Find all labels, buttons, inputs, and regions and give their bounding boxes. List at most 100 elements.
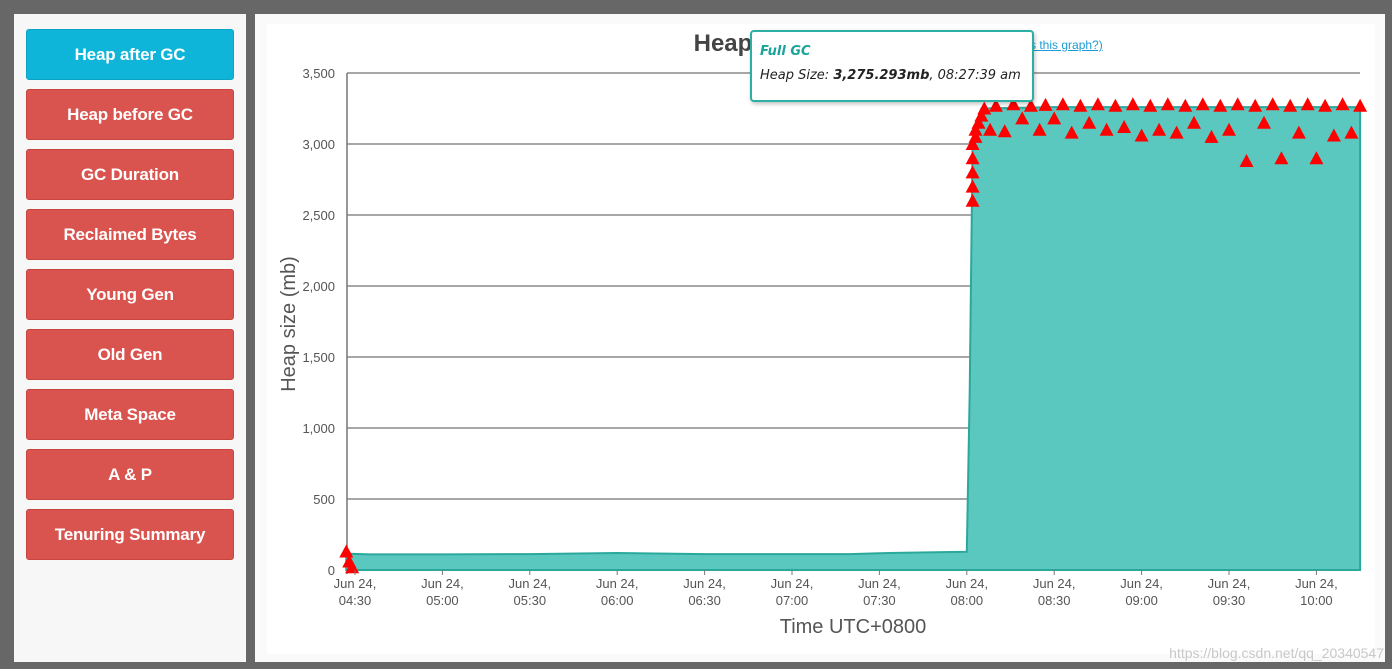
full-gc-marker[interactable] bbox=[1169, 125, 1184, 139]
sidebar-button-reclaimed-bytes[interactable]: Reclaimed Bytes bbox=[26, 209, 234, 260]
full-gc-marker[interactable] bbox=[1178, 98, 1193, 112]
full-gc-marker[interactable] bbox=[1274, 151, 1289, 165]
sidebar-button-tenuring-summary[interactable]: Tenuring Summary bbox=[26, 509, 234, 560]
x-tick-label: Jun 24, bbox=[1120, 576, 1163, 591]
full-gc-marker[interactable] bbox=[977, 101, 992, 115]
full-gc-marker[interactable] bbox=[1125, 97, 1140, 111]
full-gc-marker[interactable] bbox=[1335, 97, 1350, 111]
x-tick-label: Jun 24, bbox=[1295, 576, 1338, 591]
full-gc-marker[interactable] bbox=[1204, 129, 1219, 143]
x-tick-label: 06:30 bbox=[688, 593, 721, 608]
x-tick-label: Jun 24, bbox=[508, 576, 551, 591]
full-gc-marker[interactable] bbox=[965, 137, 980, 150]
x-axis-label: Time UTC+0800 bbox=[780, 616, 927, 638]
sidebar-button-gc-duration[interactable]: GC Duration bbox=[26, 149, 234, 200]
watermark: https://blog.csdn.net/qq_20340547 bbox=[1169, 645, 1384, 661]
heap-usage-chart: Heap Usage (after GC)05001,0001,5002,000… bbox=[278, 30, 1368, 638]
full-gc-marker[interactable] bbox=[1073, 98, 1088, 112]
full-gc-marker[interactable] bbox=[971, 115, 986, 129]
x-tick-label: 04:30 bbox=[339, 593, 372, 608]
full-gc-marker[interactable] bbox=[965, 165, 980, 179]
tooltip-value: 3,275.293mb bbox=[833, 68, 930, 83]
x-tick-label: 05:30 bbox=[514, 593, 547, 608]
y-tick-label: 0 bbox=[328, 563, 335, 578]
x-tick-label: 06:00 bbox=[601, 593, 634, 608]
full-gc-marker[interactable] bbox=[968, 122, 983, 136]
sidebar-button-heap-before-gc[interactable]: Heap before GC bbox=[26, 89, 234, 140]
sidebar-button-young-gen[interactable]: Young Gen bbox=[26, 269, 234, 320]
full-gc-marker[interactable] bbox=[1152, 122, 1167, 136]
full-gc-marker[interactable] bbox=[968, 129, 983, 143]
full-gc-marker[interactable] bbox=[1134, 128, 1149, 142]
full-gc-marker[interactable] bbox=[1309, 151, 1324, 165]
full-gc-marker[interactable] bbox=[1047, 111, 1062, 125]
full-gc-marker[interactable] bbox=[1283, 98, 1298, 112]
full-gc-marker[interactable] bbox=[1239, 154, 1254, 167]
full-gc-marker[interactable] bbox=[1222, 122, 1236, 136]
tooltip-label: Heap Size: bbox=[760, 68, 834, 83]
y-tick-label: 3,500 bbox=[302, 66, 335, 81]
sidebar-button-heap-after-gc[interactable]: Heap after GC bbox=[26, 29, 234, 80]
full-gc-marker[interactable] bbox=[1257, 115, 1271, 129]
full-gc-marker[interactable] bbox=[1055, 97, 1070, 111]
x-tick-label: Jun 24, bbox=[421, 576, 464, 591]
full-gc-marker[interactable] bbox=[1108, 98, 1123, 112]
full-gc-marker[interactable] bbox=[965, 151, 980, 165]
full-gc-marker[interactable] bbox=[1344, 125, 1359, 139]
full-gc-marker[interactable] bbox=[1090, 97, 1105, 111]
sidebar: Heap after GC Heap before GC GC Duration Re… bbox=[14, 14, 246, 662]
full-gc-marker[interactable] bbox=[1300, 97, 1315, 111]
full-gc-marker[interactable] bbox=[1064, 125, 1079, 139]
tooltip-title: Full GC bbox=[760, 44, 811, 59]
full-gc-marker[interactable] bbox=[1117, 120, 1132, 133]
full-gc-marker[interactable] bbox=[1143, 98, 1158, 112]
full-gc-marker[interactable] bbox=[1038, 97, 1053, 111]
full-gc-marker[interactable] bbox=[1248, 98, 1263, 112]
full-gc-marker[interactable] bbox=[965, 193, 980, 207]
x-tick-label: 08:30 bbox=[1038, 593, 1071, 608]
full-gc-marker[interactable] bbox=[1195, 97, 1210, 111]
full-gc-marker[interactable] bbox=[988, 98, 1003, 112]
sidebar-button-old-gen[interactable]: Old Gen bbox=[26, 329, 234, 380]
full-gc-marker[interactable] bbox=[1015, 111, 1030, 125]
sidebar-button-meta-space[interactable]: Meta Space bbox=[26, 389, 234, 440]
full-gc-marker[interactable] bbox=[1187, 115, 1201, 129]
full-gc-marker[interactable] bbox=[1023, 98, 1038, 112]
x-tick-label: 07:00 bbox=[776, 593, 809, 608]
x-tick-label: Jun 24, bbox=[945, 576, 988, 591]
full-gc-marker[interactable] bbox=[1318, 98, 1333, 112]
full-gc-marker[interactable] bbox=[965, 179, 980, 193]
x-tick-label: Jun 24, bbox=[334, 576, 377, 591]
full-gc-marker[interactable] bbox=[1326, 128, 1341, 142]
x-tick-label: Jun 24, bbox=[1033, 576, 1076, 591]
y-tick-label: 2,000 bbox=[302, 279, 335, 294]
full-gc-marker[interactable] bbox=[1213, 98, 1228, 112]
x-tick-label: Jun 24, bbox=[683, 576, 726, 591]
chart-tooltip: Full GC Heap Size: 3,275.293mb, 08:27:39… bbox=[750, 30, 1034, 102]
full-gc-marker[interactable] bbox=[339, 544, 354, 558]
full-gc-marker[interactable] bbox=[1265, 97, 1280, 111]
x-tick-label: 10:00 bbox=[1300, 593, 1333, 608]
full-gc-marker[interactable] bbox=[1353, 98, 1368, 112]
y-tick-label: 1,500 bbox=[302, 350, 335, 365]
y-tick-label: 2,500 bbox=[302, 208, 335, 223]
full-gc-marker[interactable] bbox=[1160, 97, 1175, 111]
full-gc-marker[interactable] bbox=[983, 122, 998, 136]
x-tick-label: 05:00 bbox=[426, 593, 459, 608]
full-gc-marker[interactable] bbox=[1230, 97, 1245, 111]
full-gc-marker[interactable] bbox=[1006, 97, 1021, 111]
y-tick-label: 500 bbox=[313, 492, 335, 507]
x-tick-label: 09:30 bbox=[1213, 593, 1246, 608]
main-panel: Heap Usage (after GC)05001,0001,5002,000… bbox=[255, 14, 1385, 662]
full-gc-marker[interactable] bbox=[974, 108, 989, 122]
full-gc-marker[interactable] bbox=[1099, 122, 1114, 136]
full-gc-marker[interactable] bbox=[997, 124, 1012, 138]
full-gc-marker[interactable] bbox=[345, 560, 360, 574]
full-gc-marker[interactable] bbox=[1291, 125, 1306, 139]
full-gc-marker[interactable] bbox=[1032, 122, 1047, 136]
x-tick-label: 09:00 bbox=[1125, 593, 1158, 608]
full-gc-marker[interactable] bbox=[1082, 115, 1097, 129]
x-tick-label: 07:30 bbox=[863, 593, 896, 608]
sidebar-button-a-p[interactable]: A & P bbox=[26, 449, 234, 500]
tooltip-time: , 08:27:39 am bbox=[929, 68, 1021, 83]
